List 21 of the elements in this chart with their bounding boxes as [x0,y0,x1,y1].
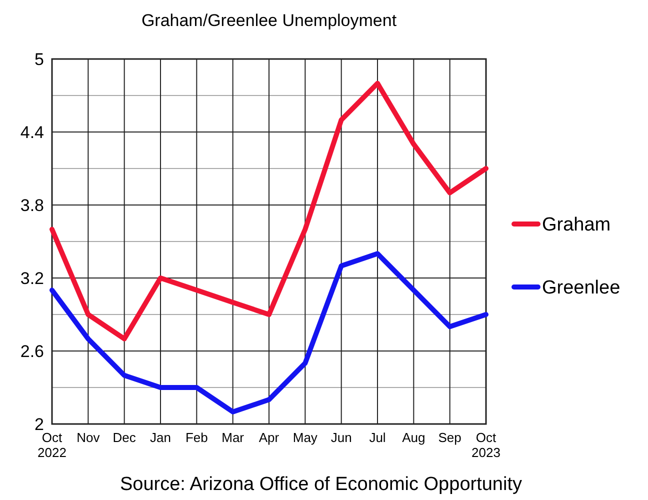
x-tick-label: Apr [258,430,280,445]
x-tick-label: Oct 2023 [472,430,500,460]
x-tick-label: Jul [369,430,386,445]
x-tick-label: Sep [438,430,462,445]
source-note: Source: Arizona Office of Economic Opportunity [120,474,523,495]
y-tick-label: 2.6 [20,342,44,361]
x-tick-label: Nov [76,430,100,445]
x-tick-label: May [292,430,318,445]
x-tick-label: Mar [222,430,245,445]
chart-title: Graham/Greenlee Unemployment [141,11,397,30]
legend-label: Greenlee [542,278,620,299]
y-tick-label: 3.8 [20,196,44,215]
y-tick-label: 5 [34,50,44,69]
x-tick-label: Jun [330,430,352,445]
x-tick-label: Jan [150,430,171,445]
x-tick-label: Dec [112,430,136,445]
x-tick-label: Aug [402,430,426,445]
legend-label: Graham [542,214,611,236]
y-tick-label: 3.2 [20,268,44,288]
x-tick-label: Feb [185,430,208,445]
y-tick-label: 4.4 [20,122,44,142]
